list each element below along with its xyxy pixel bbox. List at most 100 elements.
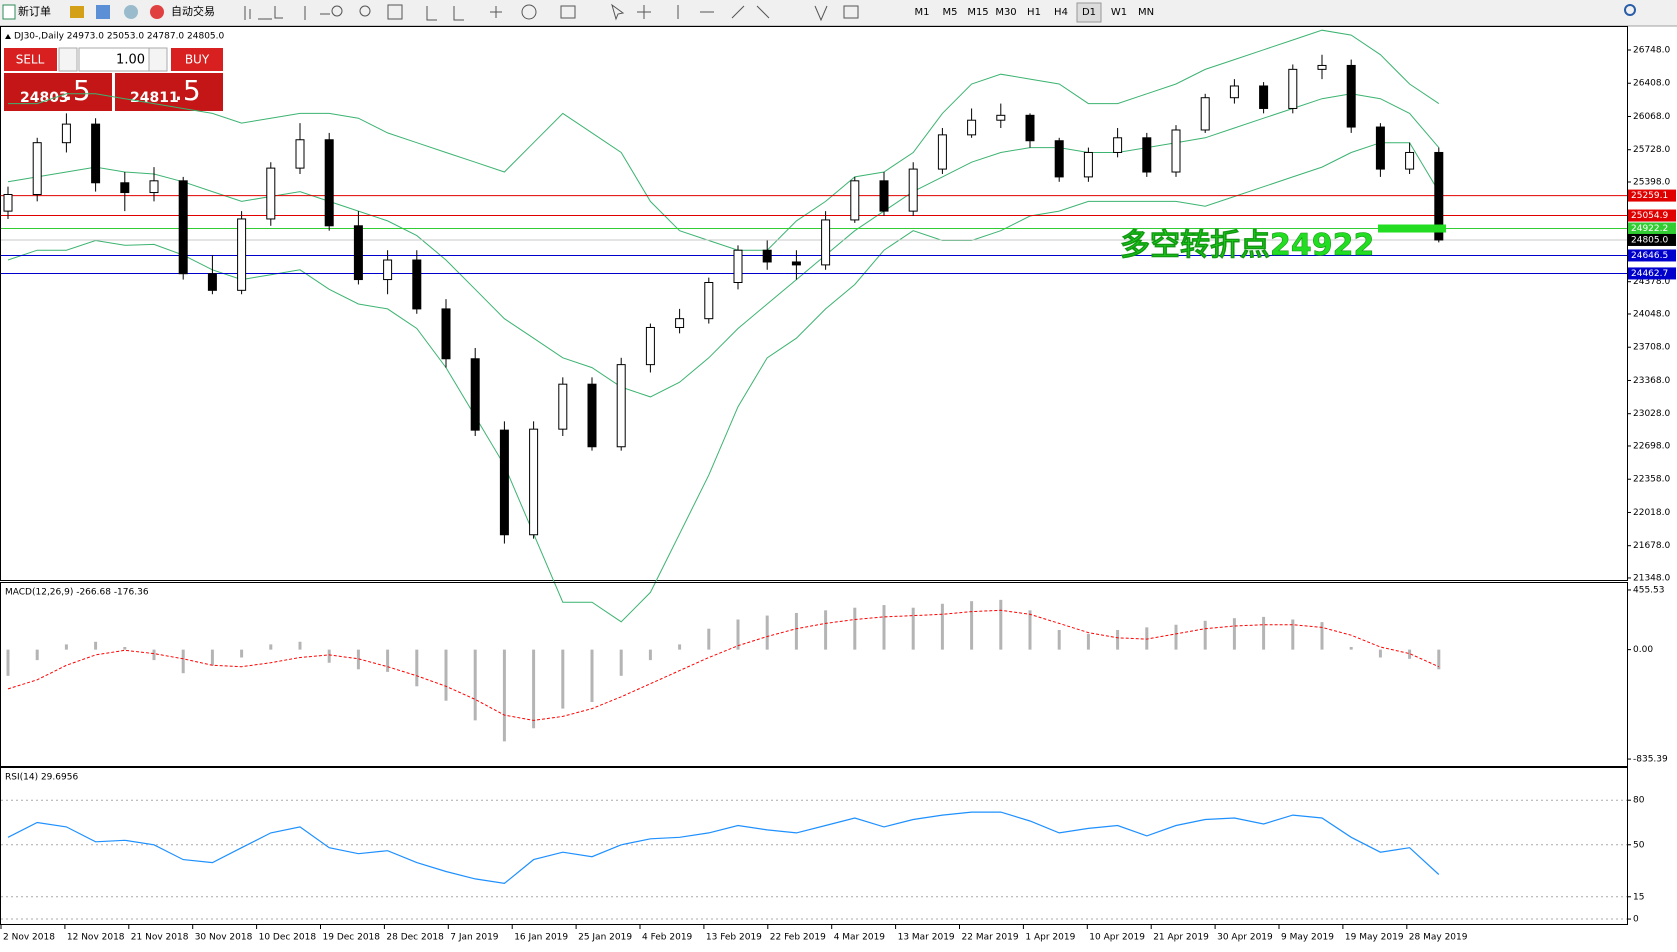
tile[interactable]: [387, 4, 403, 20]
buy-button[interactable]: [171, 48, 223, 71]
price-level-tag: [1628, 222, 1676, 235]
timeframe-button[interactable]: M15: [967, 7, 988, 18]
panel-frame: [0, 582, 1628, 767]
panel-title: MACD(12,26,9) -266.68 -176.36: [5, 588, 149, 598]
candle-body: [704, 282, 714, 320]
timeframe-button[interactable]: H1: [1027, 7, 1041, 18]
icon: [150, 5, 164, 19]
x-tick-label: 22 Feb 2019: [770, 933, 826, 943]
bollinger-band: [7, 142, 1440, 623]
bollinger-band: [8, 29, 1440, 251]
candle-body: [324, 139, 334, 227]
candle-body: [1083, 151, 1093, 178]
candle-body: [645, 326, 655, 366]
candle-body: [499, 429, 509, 536]
candle-body: [207, 273, 217, 291]
panel-title: RSI(14) 29.6956: [5, 773, 78, 783]
x-tick-label: 30 Nov 2018: [195, 933, 253, 943]
candle-body: [149, 180, 159, 194]
candle-body: [850, 180, 860, 221]
timeframes: M1 M5 M15 M30 H1 H4 D1 W1 MN: [915, 2, 1154, 23]
candle-body: [879, 180, 889, 212]
x-tick-label: 16 Jan 2019: [514, 933, 568, 943]
lots-up[interactable]: [148, 47, 168, 72]
nav-icons[interactable]: [426, 6, 502, 21]
y-tick-label: 80: [1633, 796, 1645, 806]
timeframe-button[interactable]: M5: [943, 7, 958, 18]
candle-body: [441, 308, 451, 360]
price-level-label: 24646.5: [1631, 251, 1668, 261]
new-order-button[interactable]: 新订单: [2, 4, 51, 20]
candle-body: [61, 123, 71, 144]
trade-panel: SELL 1.00 BUY 24803 .5 24811 .5: [4, 47, 223, 111]
x-tick-label: 12 Nov 2018: [67, 933, 125, 943]
candle-body: [1025, 114, 1035, 142]
annotation: 多空转折点24922: [1120, 228, 1374, 263]
x-tick-label: 9 May 2019: [1281, 933, 1334, 943]
candle-body: [353, 225, 363, 281]
timeframe-button[interactable]: M30: [995, 7, 1016, 18]
bollinger-band: [7, 93, 1440, 398]
price-level-tag: [1628, 189, 1676, 202]
timeframe-button[interactable]: W1: [1111, 7, 1127, 18]
sell-price-box[interactable]: [4, 73, 112, 111]
x-tick-label: 10 Apr 2019: [1089, 933, 1145, 943]
rsi-line: [7, 811, 1440, 885]
icon[interactable]: [70, 6, 84, 18]
timeframe-button[interactable]: H4: [1054, 7, 1068, 18]
candle-body: [237, 218, 247, 291]
candle-body: [470, 358, 480, 431]
y-tick-label: 26068.0: [1633, 112, 1670, 122]
draw-icons[interactable]: [611, 3, 859, 22]
x-tick-label: 21 Apr 2019: [1153, 933, 1209, 943]
tool-icons: [244, 3, 859, 22]
icon[interactable]: [96, 5, 110, 19]
y-tick-label: -835.39: [1633, 755, 1668, 765]
y-tick-label: 23028.0: [1633, 409, 1670, 419]
icon[interactable]: [124, 5, 138, 19]
buy-price-box[interactable]: [115, 73, 223, 111]
y-tick-label: 0.00: [1633, 645, 1653, 655]
templates[interactable]: [560, 5, 576, 19]
lots-down[interactable]: [58, 47, 78, 72]
candle-body: [762, 249, 772, 263]
timeframe-button[interactable]: MN: [1138, 7, 1154, 18]
search[interactable]: [1624, 4, 1636, 16]
x-tick-label: 28 May 2019: [1409, 933, 1468, 943]
auto-trading-button[interactable]: 自动交易: [150, 4, 215, 19]
x-tick-label: 13 Feb 2019: [706, 933, 762, 943]
candle-body: [529, 428, 539, 536]
symbol-marker: [5, 34, 11, 39]
periods[interactable]: [521, 4, 537, 20]
candle-body: [32, 142, 42, 196]
y-tick-label: 25728.0: [1633, 145, 1670, 155]
candle-body: [1259, 85, 1269, 109]
turning-point-marker: [1378, 224, 1446, 233]
y-tick-label: 50: [1633, 840, 1645, 850]
sell-button[interactable]: [4, 48, 57, 71]
price-level-label: 25054.9: [1631, 211, 1668, 221]
x-tick-label: 4 Mar 2019: [834, 933, 886, 943]
zoom-out[interactable]: [359, 5, 371, 17]
chart-icons[interactable]: [244, 6, 330, 20]
candle-body: [1346, 64, 1356, 128]
y-tick-label: 24378.0: [1633, 277, 1670, 287]
candle-body: [937, 134, 947, 170]
y-tick-label: 23708.0: [1633, 343, 1670, 353]
sell-price: 24803: [20, 90, 69, 106]
price-level-label: 24462.7: [1631, 269, 1668, 279]
panel-frame: [0, 767, 1628, 925]
x-tick-label: 21 Nov 2018: [131, 933, 189, 943]
timeframe-button[interactable]: M1: [915, 7, 930, 18]
timeframe-button[interactable]: D1: [1082, 7, 1096, 18]
candle-body: [587, 383, 597, 448]
candle-body: [1229, 85, 1239, 99]
candle-body: [1375, 126, 1385, 170]
y-tick-label: 455.53: [1633, 585, 1665, 595]
x-tick-label: 28 Dec 2018: [386, 933, 444, 943]
y-tick-label: 26408.0: [1633, 79, 1670, 89]
candle-body: [967, 119, 977, 136]
candle-body: [616, 364, 626, 448]
zoom-in[interactable]: [331, 5, 343, 17]
